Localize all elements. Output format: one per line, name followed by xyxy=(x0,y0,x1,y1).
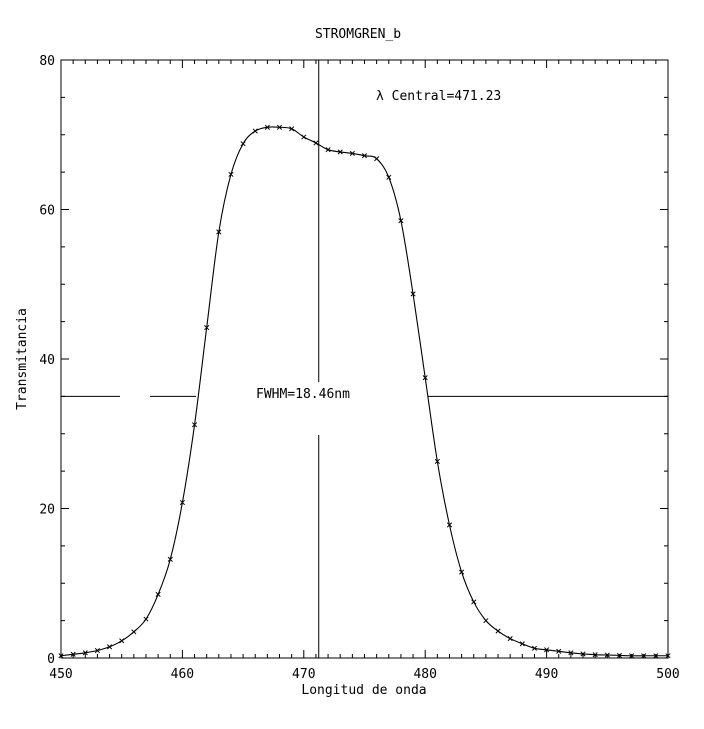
transmission-curve xyxy=(60,126,668,657)
data-point-40 xyxy=(544,647,550,653)
y-tick-label-2: 40 xyxy=(39,353,55,368)
data-point-14 xyxy=(228,171,234,177)
data-point-7 xyxy=(143,616,149,622)
data-point-3 xyxy=(94,647,100,654)
x-tick-label-0: 450 xyxy=(49,667,72,682)
data-point-4 xyxy=(107,644,113,650)
data-point-31 xyxy=(434,458,440,464)
x-tick-label-5: 500 xyxy=(656,667,679,682)
y-tick-labels: 0 20 40 60 80 xyxy=(39,54,55,667)
data-point-2 xyxy=(82,650,88,656)
data-point-markers xyxy=(58,124,671,659)
data-point-45 xyxy=(604,652,610,658)
y-tick-label-1: 20 xyxy=(39,503,55,518)
fwhm-annotation: FWHM=18.46nm xyxy=(256,387,350,402)
data-point-9 xyxy=(167,556,173,562)
tick-marks xyxy=(60,59,669,659)
x-axis-label: Longitud de onda xyxy=(301,683,426,698)
data-point-11 xyxy=(191,422,198,428)
data-point-26 xyxy=(374,156,380,162)
x-tick-label-4: 490 xyxy=(535,667,558,682)
data-point-49 xyxy=(653,653,659,659)
y-tick-label-4: 80 xyxy=(39,54,55,69)
data-point-18 xyxy=(276,124,283,130)
data-point-24 xyxy=(349,150,355,156)
y-tick-label-3: 60 xyxy=(39,204,55,219)
data-point-15 xyxy=(240,141,246,147)
data-point-29 xyxy=(410,291,416,297)
data-point-44 xyxy=(592,652,598,658)
data-point-25 xyxy=(361,153,368,159)
y-axis-label: Transmitancia xyxy=(15,308,30,410)
data-point-8 xyxy=(155,591,161,598)
x-tick-label-3: 480 xyxy=(413,667,436,682)
data-point-27 xyxy=(386,174,392,180)
data-point-46 xyxy=(616,652,622,658)
chart-title: STROMGREN_b xyxy=(315,27,401,42)
data-point-47 xyxy=(629,653,635,659)
data-point-13 xyxy=(216,229,222,235)
data-point-0 xyxy=(58,653,64,659)
data-point-43 xyxy=(580,651,586,657)
central-wavelength-annotation: λ Central=471.23 xyxy=(376,89,501,104)
y-tick-label-0: 0 xyxy=(47,652,55,667)
data-point-35 xyxy=(483,618,489,624)
data-point-36 xyxy=(495,628,501,634)
data-point-28 xyxy=(398,218,404,224)
data-point-12 xyxy=(204,325,210,331)
data-point-5 xyxy=(119,638,125,644)
data-point-21 xyxy=(313,140,319,146)
x-tick-labels: 450 460 470 480 490 500 xyxy=(49,667,679,682)
data-point-1 xyxy=(70,651,76,657)
data-point-34 xyxy=(471,599,477,605)
data-point-42 xyxy=(568,650,574,656)
data-point-33 xyxy=(459,569,465,575)
data-point-41 xyxy=(556,648,562,654)
data-point-30 xyxy=(422,375,428,381)
plot-frame xyxy=(60,59,669,659)
data-point-37 xyxy=(507,636,513,642)
data-point-20 xyxy=(301,134,307,140)
data-point-32 xyxy=(446,522,453,528)
data-point-22 xyxy=(325,147,331,153)
data-point-6 xyxy=(131,629,137,635)
data-point-50 xyxy=(665,653,671,659)
data-point-16 xyxy=(252,128,258,134)
data-point-10 xyxy=(179,499,185,506)
data-point-17 xyxy=(264,124,270,130)
reference-lines xyxy=(61,60,668,658)
x-tick-label-1: 460 xyxy=(171,667,194,682)
data-point-39 xyxy=(531,645,538,651)
data-point-38 xyxy=(519,641,525,647)
data-point-23 xyxy=(337,149,343,155)
data-point-19 xyxy=(289,126,295,132)
x-tick-label-2: 470 xyxy=(292,667,315,682)
data-point-48 xyxy=(641,653,647,659)
